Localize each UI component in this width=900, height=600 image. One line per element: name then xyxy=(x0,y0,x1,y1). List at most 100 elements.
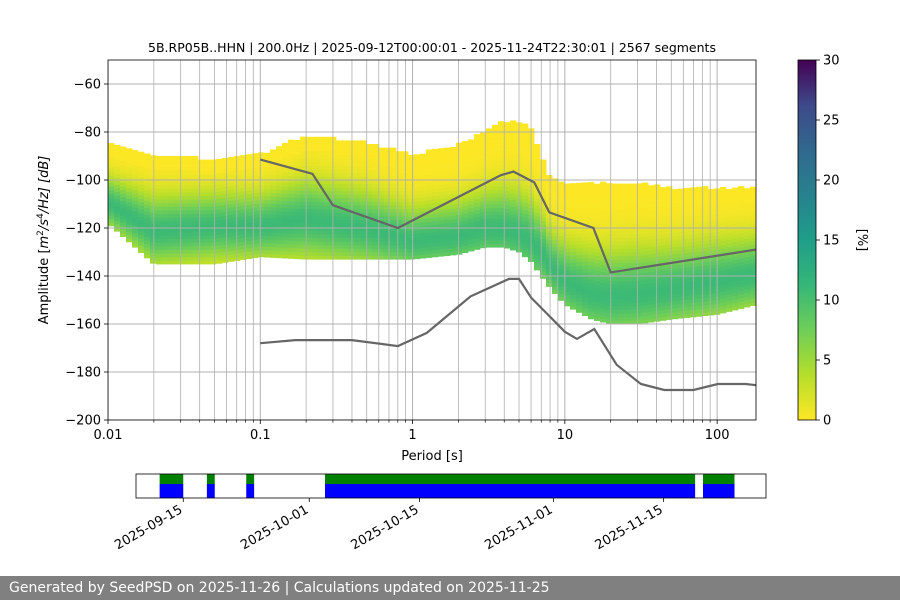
heatmap-cell xyxy=(684,303,691,308)
heatmap-cell xyxy=(594,288,601,293)
heatmap-cell xyxy=(120,186,127,191)
heatmap-cell xyxy=(594,194,601,199)
heatmap-cell xyxy=(300,251,307,256)
heatmap-cell xyxy=(630,291,637,296)
heatmap-cell xyxy=(186,184,193,189)
heatmap-cell xyxy=(108,146,115,151)
heatmap-cell xyxy=(630,295,637,300)
heatmap-cell xyxy=(240,191,247,196)
heatmap-cell xyxy=(144,175,151,180)
heatmap-cell xyxy=(750,273,756,278)
heatmap-cell xyxy=(498,135,505,140)
heatmap-cell xyxy=(708,297,715,302)
heatmap-cell xyxy=(366,190,373,195)
heatmap-cell xyxy=(426,235,433,240)
heatmap-cell xyxy=(696,291,703,296)
heatmap-cell xyxy=(126,231,133,236)
heatmap-cell xyxy=(672,236,679,241)
heatmap-cell xyxy=(666,215,673,220)
heatmap-cell xyxy=(570,269,577,274)
heatmap-cell xyxy=(132,240,139,245)
heatmap-cell xyxy=(456,243,463,248)
heatmap-cell xyxy=(654,184,661,189)
heatmap-cell xyxy=(180,159,187,164)
heatmap-cell xyxy=(750,294,756,299)
heatmap-cell xyxy=(414,251,421,256)
heatmap-cell xyxy=(204,256,211,261)
heatmap-cell xyxy=(468,197,475,202)
heatmap-cell xyxy=(264,188,271,193)
heatmap-cell xyxy=(222,240,229,245)
heatmap-cell xyxy=(564,298,571,303)
heatmap-cell xyxy=(414,165,421,170)
heatmap-cell xyxy=(414,154,421,159)
heatmap-cell xyxy=(624,219,631,224)
heatmap-cell xyxy=(186,199,193,204)
heatmap-cell xyxy=(630,183,637,188)
heatmap-cell xyxy=(432,213,439,218)
heatmap-cell xyxy=(108,143,115,148)
heatmap-cell xyxy=(732,230,739,235)
heatmap-cell xyxy=(360,183,367,188)
heatmap-cell xyxy=(324,172,331,177)
heatmap-cell xyxy=(648,196,655,201)
heatmap-cell xyxy=(282,232,289,237)
heatmap-cell xyxy=(204,242,211,247)
heatmap-cell xyxy=(108,168,115,173)
heatmap-cell xyxy=(288,179,295,184)
heatmap-cell xyxy=(468,189,475,194)
heatmap-cell xyxy=(228,214,235,219)
heatmap-cell xyxy=(588,210,595,215)
heatmap-cell xyxy=(732,194,739,199)
heatmap-cell xyxy=(396,223,403,228)
heatmap-cell xyxy=(462,238,469,243)
heatmap-cell xyxy=(486,240,493,244)
heatmap-cell xyxy=(120,182,127,187)
heatmap-cell xyxy=(552,289,559,294)
heatmap-cell xyxy=(198,253,205,258)
heatmap-cell xyxy=(186,159,193,164)
heatmap-cell xyxy=(630,244,637,249)
heatmap-cell xyxy=(696,276,703,281)
heatmap-cell xyxy=(636,280,643,285)
heatmap-cell xyxy=(534,251,541,256)
heatmap-cell xyxy=(192,260,199,265)
heatmap-cell xyxy=(444,151,451,156)
heatmap-cell xyxy=(600,318,607,323)
heatmap-cell xyxy=(192,202,199,207)
heatmap-cell xyxy=(426,199,433,204)
heatmap-cell xyxy=(420,164,427,169)
heatmap-cell xyxy=(684,213,691,218)
heatmap-cell xyxy=(234,242,241,247)
heatmap-cell xyxy=(492,124,499,129)
heatmap-cell xyxy=(348,180,355,184)
heatmap-cell xyxy=(486,139,493,144)
heatmap-cell xyxy=(150,245,157,250)
heatmap-cell xyxy=(666,186,673,191)
heatmap-cell xyxy=(510,127,517,132)
heatmap-cell xyxy=(582,286,589,291)
heatmap-cell xyxy=(216,166,223,171)
heatmap-cell xyxy=(564,190,571,195)
heatmap-cell xyxy=(642,304,649,309)
heatmap-cell xyxy=(300,208,307,213)
heatmap-cell xyxy=(726,235,733,240)
heatmap-cell xyxy=(132,189,139,194)
heatmap-cell xyxy=(318,234,325,238)
heatmap-cell xyxy=(174,174,181,178)
heatmap-cell xyxy=(738,240,745,245)
heatmap-cell xyxy=(708,246,715,251)
heatmap-cell xyxy=(300,136,307,141)
heatmap-cell xyxy=(132,171,139,176)
heatmap-cell xyxy=(252,192,259,197)
heatmap-cell xyxy=(696,215,703,220)
heatmap-cell xyxy=(750,265,756,270)
heatmap-cell xyxy=(708,214,715,219)
high-noise-model-line xyxy=(260,158,756,274)
heatmap-cell xyxy=(150,234,157,239)
heatmap-cell xyxy=(654,299,661,304)
heatmap-cell xyxy=(366,237,373,242)
heatmap-cell xyxy=(168,224,175,229)
heatmap-cell xyxy=(654,296,661,301)
heatmap-cell xyxy=(606,201,613,206)
